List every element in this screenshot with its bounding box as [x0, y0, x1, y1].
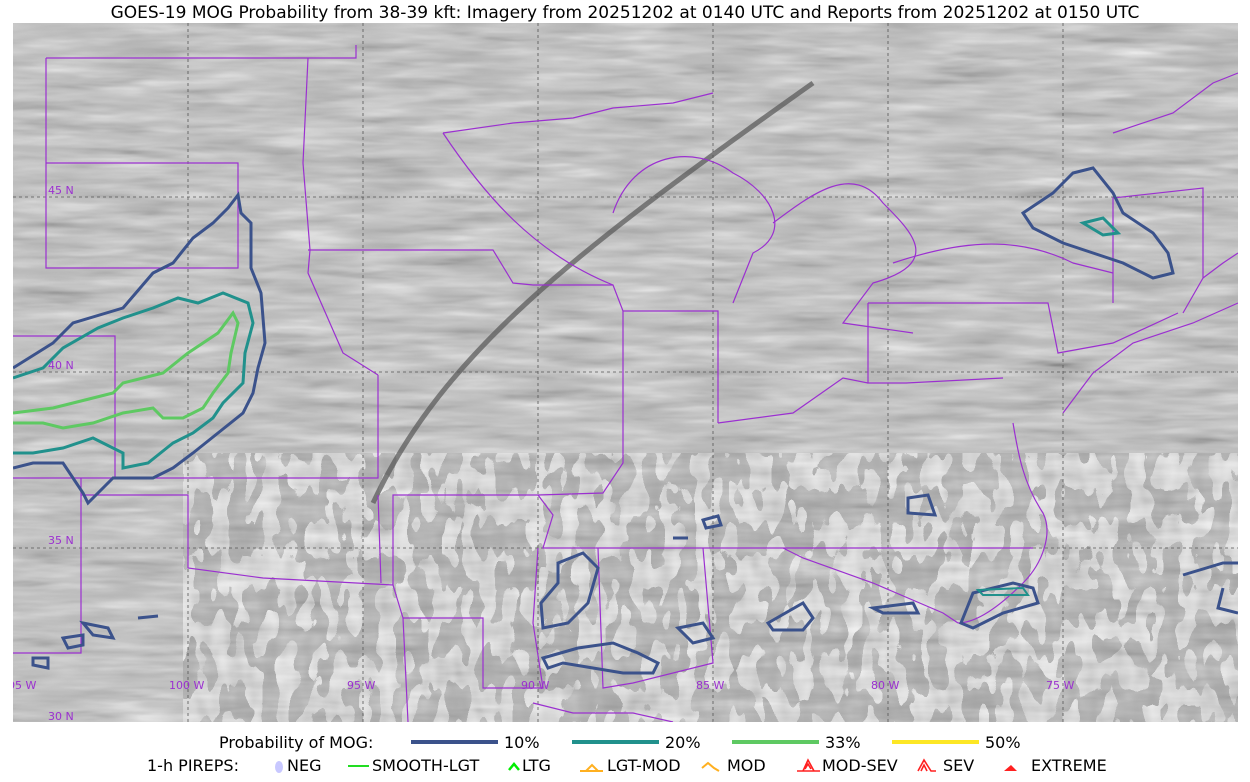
sev-icon	[917, 758, 936, 772]
lat-label: 40 N	[48, 359, 74, 372]
grid-labels: 105 W 100 W 95 W 90 W 85 W 80 W 75 W 45 …	[13, 184, 1074, 722]
pirep-smooth-lgt: SMOOTH-LGT	[372, 756, 480, 775]
legend-33pct: 33%	[825, 733, 861, 752]
pirep-legend-label: 1-h PIREPS:	[147, 756, 239, 775]
contour-10pct-ga	[765, 601, 815, 632]
pirep-lgt-mod: LGT-MOD	[607, 756, 681, 775]
swatch-20pct	[572, 740, 659, 744]
contour-10pct-east	[1020, 166, 1175, 280]
contour-20pct-carolina	[975, 586, 1030, 596]
lon-label: 95 W	[347, 679, 375, 692]
ltg-icon	[508, 762, 520, 771]
contour-10pct-atlantic	[1182, 561, 1238, 615]
lgt-mod-icon	[580, 763, 603, 772]
contour-10pct	[13, 191, 267, 506]
legend-10pct: 10%	[504, 733, 540, 752]
jet-streak	[370, 80, 815, 505]
pirep-icons	[275, 758, 1024, 773]
pirep-sev: SEV	[943, 756, 975, 775]
satellite-map: 105 W 100 W 95 W 90 W 85 W 80 W 75 W 45 …	[13, 23, 1238, 722]
cloud-field	[183, 453, 1238, 722]
extreme-icon	[1004, 765, 1024, 771]
mog-contours	[13, 166, 1238, 675]
map-title: GOES-19 MOG Probability from 38-39 kft: …	[110, 3, 1140, 23]
lon-label: 100 W	[169, 679, 204, 692]
contour-10pct-tn	[673, 514, 723, 540]
legend-20pct: 20%	[665, 733, 701, 752]
neg-icon	[275, 761, 283, 773]
pirep-mod-sev: MOD-SEV	[822, 756, 898, 775]
contour-20pct-east	[1079, 216, 1122, 237]
prob-legend-label: Probability of MOG:	[219, 733, 374, 752]
mod-sev-icon	[797, 758, 820, 772]
contour-10pct-sc	[867, 601, 921, 615]
pirep-neg: NEG	[287, 756, 322, 775]
state-borders	[13, 45, 1238, 722]
swatch-33pct	[732, 740, 819, 744]
swatch-10pct	[411, 740, 498, 744]
lon-label: 80 W	[871, 679, 899, 692]
contour-10pct-southwest	[31, 614, 159, 670]
pirep-extreme: EXTREME	[1031, 756, 1107, 775]
lon-label: 75 W	[1046, 679, 1074, 692]
lon-label: 105 W	[13, 679, 36, 692]
contour-20pct	[13, 291, 255, 470]
lon-label: 85 W	[696, 679, 724, 692]
contour-10pct-south	[540, 641, 661, 675]
pirep-mod: MOD	[727, 756, 766, 775]
contour-10pct-carolina	[959, 581, 1040, 630]
lat-label: 45 N	[48, 184, 74, 197]
lat-label: 35 N	[48, 534, 74, 547]
contour-10pct-ms	[539, 551, 600, 630]
legend-50pct: 50%	[985, 733, 1021, 752]
contour-10pct-al	[674, 621, 716, 645]
lat-label: 30 N	[48, 710, 74, 722]
contour-33pct	[13, 310, 240, 430]
pirep-ltg: LTG	[522, 756, 551, 775]
mod-icon	[701, 761, 720, 772]
graticule	[13, 23, 1238, 722]
lon-label: 90 W	[521, 679, 549, 692]
swatch-50pct	[892, 740, 979, 744]
contour-10pct-va	[906, 493, 938, 517]
